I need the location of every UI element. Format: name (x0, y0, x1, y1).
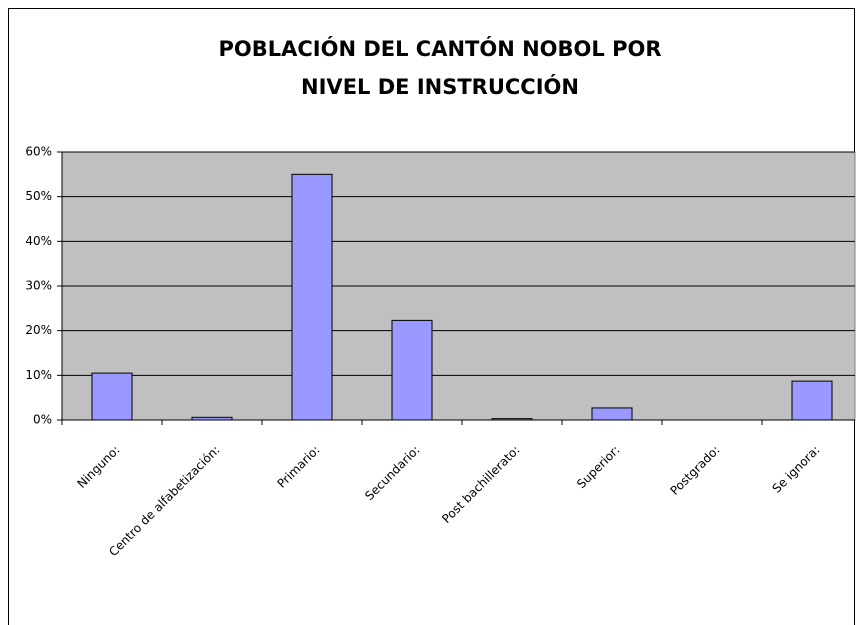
chart-title: POBLACIÓN DEL CANTÓN NOBOL POR (218, 36, 661, 61)
y-tick-label: 30% (25, 279, 52, 293)
bar (591, 407, 633, 421)
y-tick-label: 50% (25, 189, 52, 203)
y-tick-label: 60% (25, 145, 52, 159)
y-tick-label: 0% (33, 413, 52, 427)
y-tick-label: 10% (25, 368, 52, 382)
bar (91, 372, 133, 421)
bar (791, 380, 833, 421)
y-tick-label: 20% (25, 323, 52, 337)
chart-title: NIVEL DE INSTRUCCIÓN (301, 74, 579, 99)
bar (291, 173, 333, 421)
y-tick-label: 40% (25, 234, 52, 248)
bar (391, 319, 433, 421)
